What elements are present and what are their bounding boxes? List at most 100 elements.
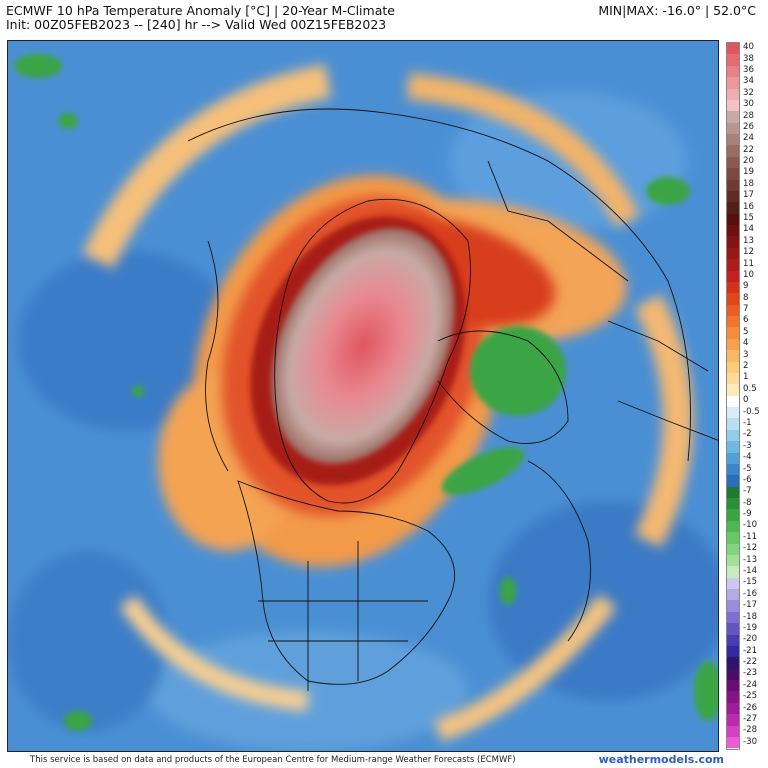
- legend-swatch: [727, 156, 739, 169]
- legend-label: -22: [743, 657, 758, 668]
- legend-label: 15: [743, 213, 754, 223]
- legend-swatch: [727, 611, 739, 624]
- legend-label: 28: [743, 110, 754, 121]
- legend-label: -13: [743, 554, 758, 565]
- legend-swatch: [727, 202, 739, 214]
- legend-swatch: [727, 316, 739, 328]
- legend-swatch: [727, 645, 739, 658]
- coastline-overlay: [187, 108, 718, 691]
- legend-swatch: [727, 372, 739, 385]
- legend-label: -9: [743, 509, 752, 520]
- legend-swatch: [727, 293, 739, 305]
- legend-swatch: [727, 111, 739, 123]
- legend-label: -14: [743, 566, 758, 576]
- legend-label: 40: [743, 42, 754, 53]
- legend-label: 36: [743, 64, 754, 75]
- legend-swatch: [727, 395, 739, 407]
- legend-swatch: [727, 441, 739, 453]
- legend-label: -6: [743, 474, 752, 485]
- legend-label: 12: [743, 247, 754, 258]
- legend-swatch: [727, 680, 739, 692]
- legend-swatch: [727, 225, 739, 237]
- legend-label: 19: [743, 167, 754, 178]
- cold-anomaly-patches: [14, 54, 718, 731]
- legend-label: 34: [743, 76, 754, 87]
- legend-swatch: [727, 338, 739, 351]
- legend-swatch: [727, 634, 739, 646]
- warm-core: [271, 228, 455, 464]
- legend-swatch: [727, 668, 739, 680]
- color-scale-labels: 40 38 36 34 32 30 28 26 24 22 20 19 18 17 16 15 14 13 12 11…: [743, 42, 768, 750]
- legend-swatch: [727, 657, 739, 669]
- legend-label: -30: [743, 736, 758, 747]
- init-valid-line: Init: 00Z05FEB2023 -- [240] hr --> Valid…: [6, 17, 387, 32]
- legend-label: 3: [743, 349, 749, 360]
- legend-label: 32: [743, 87, 754, 98]
- legend-swatch: [727, 168, 739, 180]
- legend-label: 5: [743, 326, 749, 337]
- legend-swatch: [727, 247, 739, 260]
- legend-swatch: [727, 259, 739, 271]
- legend-label: -25: [743, 691, 758, 702]
- legend-label: -18: [743, 611, 758, 622]
- legend-label: 11: [743, 258, 754, 269]
- legend-swatch: [727, 498, 739, 510]
- legend-label: 24: [743, 133, 754, 144]
- legend-label: 0.5: [743, 383, 757, 394]
- legend-label: 7: [743, 304, 749, 315]
- legend-swatch: [727, 736, 739, 749]
- legend-label: -17: [743, 600, 758, 611]
- legend-swatch: [727, 88, 739, 100]
- legend-label: -26: [743, 702, 758, 713]
- color-scale-bar: [726, 42, 740, 750]
- legend-swatch: [727, 429, 739, 442]
- legend-swatch: [727, 304, 739, 316]
- legend-label: 10: [743, 269, 754, 280]
- legend-swatch: [727, 554, 739, 567]
- legend-label: -20: [743, 634, 758, 645]
- legend-swatch: [727, 486, 739, 498]
- legend-label: -16: [743, 588, 758, 599]
- legend-label: -21: [743, 645, 758, 656]
- legend-swatch: [727, 99, 739, 112]
- legend-swatch: [727, 134, 739, 146]
- map-title: ECMWF 10 hPa Temperature Anomaly [°C] | …: [6, 3, 395, 18]
- legend-label: 0: [743, 395, 749, 406]
- legend-label: -0.5: [743, 406, 760, 417]
- legend-swatch: [727, 577, 739, 589]
- legend-label: -24: [743, 679, 758, 690]
- legend-label: 4: [743, 338, 749, 349]
- legend-label: -2: [743, 429, 752, 440]
- legend-label: -11: [743, 531, 758, 542]
- legend-swatch: [727, 65, 739, 78]
- min-max-readout: MIN|MAX: -16.0° | 52.0°C: [598, 3, 756, 18]
- legend-swatch: [727, 281, 739, 294]
- legend-swatch: [727, 725, 739, 737]
- legend-label: -7: [743, 486, 752, 497]
- legend-swatch: [727, 589, 739, 601]
- legend-label: 22: [743, 144, 754, 155]
- legend-swatch: [727, 384, 739, 396]
- legend-swatch: [727, 475, 739, 487]
- legend-swatch: [727, 691, 739, 703]
- legend-swatch: [727, 520, 739, 533]
- legend-label: 14: [743, 224, 754, 235]
- anomaly-map: [7, 40, 719, 752]
- anomaly-map-svg: [8, 41, 718, 751]
- legend-label: 17: [743, 190, 754, 201]
- legend-swatch: [727, 236, 739, 248]
- legend-swatch: [727, 532, 739, 544]
- legend-label: 26: [743, 121, 754, 132]
- legend-swatch: [727, 463, 739, 476]
- legend-swatch: [727, 145, 739, 157]
- legend-swatch: [727, 418, 739, 430]
- legend-swatch: [727, 190, 739, 203]
- legend-swatch: [727, 361, 739, 373]
- legend-label: 16: [743, 201, 754, 212]
- legend-swatch: [727, 566, 739, 578]
- legend-label: -27: [743, 714, 758, 725]
- legend-label: -12: [743, 543, 758, 554]
- legend-swatch: [727, 714, 739, 726]
- legend-swatch: [727, 543, 739, 555]
- brand-link[interactable]: weathermodels.com: [598, 753, 724, 766]
